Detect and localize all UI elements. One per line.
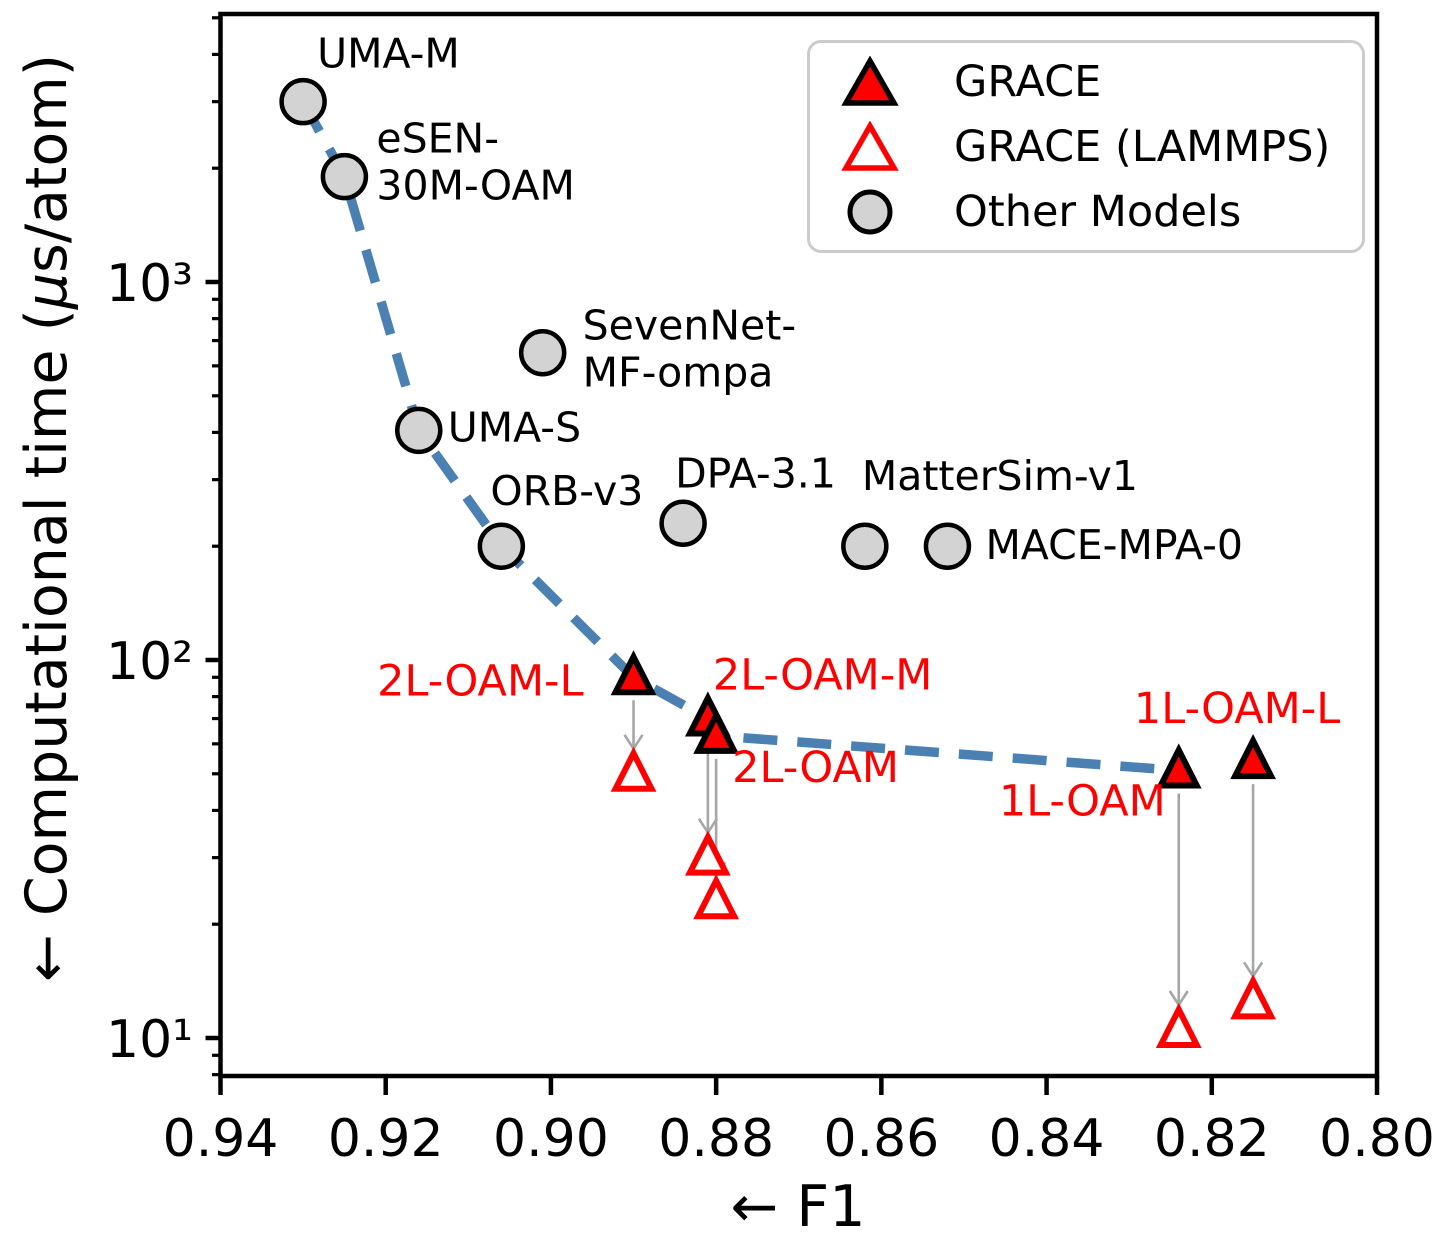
annotation-2L-OAM-M: 2L-OAM-M (713, 651, 933, 701)
annotation-UMA-S: UMA-S (448, 403, 581, 451)
legend-item-grace-lammps: GRACE (LAMMPS) (841, 114, 1352, 179)
point-2L-OAM-L (610, 650, 657, 696)
annotation-2L-OAM: 2L-OAM (732, 743, 899, 793)
point-ORB-v3 (477, 522, 526, 570)
annotation-2L-OAM-L: 2L-OAM-L (377, 656, 583, 706)
point-1L-OAM-L (LAMMPS) (1230, 974, 1276, 1020)
point-1L-OAM (LAMMPS) (1155, 1002, 1202, 1048)
annotation-ORB-v3: ORB-v3 (490, 467, 643, 515)
legend-item-grace: GRACE (841, 49, 1352, 114)
point-2L-OAM-L (LAMMPS) (610, 746, 657, 792)
point-eSEN-30M-OAM (320, 152, 369, 201)
legend-label-other-models: Other Models (954, 186, 1242, 237)
annotation-MACE-MPA-0: MACE-MPA-0 (985, 521, 1243, 569)
mu-symbol: μ (14, 272, 80, 310)
annotation-DPA-3.1: DPA-3.1 (675, 449, 836, 497)
x-axis-label: ← F1 (730, 1174, 866, 1239)
legend-item-other-models: Other Models (841, 179, 1352, 244)
point-1L-OAM (1155, 743, 1202, 789)
x-tick-label: 0.84 (989, 1109, 1105, 1169)
point-2L-OAM-M (LAMMPS) (684, 830, 731, 876)
point-DPA-3.1 (659, 499, 707, 548)
point-SevenNet-MF-ompa (518, 328, 567, 377)
y-tick-label: 10¹ (106, 1010, 193, 1070)
open-triangle-shape (841, 120, 899, 171)
point-UMA-S (395, 406, 443, 455)
annotation-eSEN-30M-OAM: eSEN-30M-OAM (376, 115, 574, 210)
point-2L-OAM (693, 708, 740, 754)
filled-triangle-shape (841, 55, 899, 106)
point-UMA-M (279, 77, 327, 126)
y-axis-label-prefix: ← Computational time ( (14, 309, 80, 982)
legend-label-grace: GRACE (954, 56, 1102, 107)
gray-circle-icon (847, 189, 893, 234)
x-tick-label: 0.82 (1154, 1109, 1270, 1169)
y-axis-label-suffix: s/atom) (14, 54, 80, 273)
annotation-1L-OAM-L: 1L-OAM-L (1134, 684, 1340, 734)
x-tick-label: 0.90 (493, 1109, 609, 1169)
point-MatterSim-v1 (841, 522, 889, 570)
point-MACE-MPA-0 (923, 522, 972, 570)
point-2L-OAM (LAMMPS) (693, 874, 740, 920)
y-tick-label: 10³ (106, 254, 193, 314)
legend: GRACE GRACE (LAMMPS) Other Models (807, 40, 1365, 253)
open-triangle-icon (841, 120, 899, 171)
y-axis-label: ← Computational time (μs/atom) (14, 54, 80, 982)
annotation-MatterSim-v1: MatterSim-v1 (862, 452, 1138, 500)
x-tick-label: 0.88 (658, 1109, 774, 1169)
point-1L-OAM-L (1230, 734, 1276, 780)
filled-triangle-icon (841, 55, 899, 106)
x-tick-label: 0.94 (163, 1109, 279, 1169)
legend-label-grace-lammps: GRACE (LAMMPS) (954, 121, 1331, 172)
y-tick-label: 10² (106, 632, 193, 692)
x-tick-label: 0.80 (1319, 1109, 1435, 1169)
x-tick-label: 0.86 (823, 1109, 939, 1169)
annotation-1L-OAM: 1L-OAM (999, 777, 1166, 827)
x-tick-label: 0.92 (328, 1109, 444, 1169)
annotation-SevenNet-MF-ompa: SevenNet-MF-ompa (583, 302, 797, 397)
gray-circle-shape (847, 189, 893, 234)
annotation-UMA-M: UMA-M (317, 30, 460, 78)
